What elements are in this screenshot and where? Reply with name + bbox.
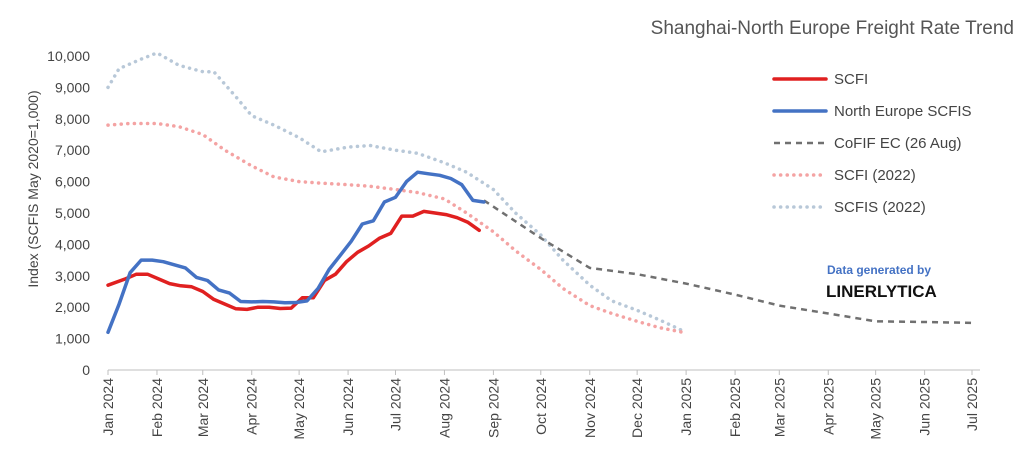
x-axis-ticks: Jan 2024 Feb 2024 Mar 2024 Apr 2024 May 2024… [100,370,980,439]
x-tick-label: Mar 2024 [195,378,211,437]
y-tick-label: 7,000 [55,142,90,158]
x-tick-label: Feb 2025 [727,378,743,437]
series-lines [106,51,973,335]
y-tick-label: 10,000 [47,48,90,64]
y-axis-label: Index (SCFIS May 2020=1,000) [25,90,41,287]
x-tick-label: Apr 2025 [820,378,836,435]
x-tick-label: Jun 2024 [340,378,356,436]
x-tick-label: Jun 2025 [917,378,933,436]
x-tick-label: Jul 2024 [387,378,403,431]
x-tick-label: Dec 2024 [629,378,645,438]
legend-label-scfi-2022: SCFI (2022) [834,167,916,184]
legend-label-scfis-2022: SCFIS (2022) [834,199,926,216]
series-line-north-europe-scfis [106,170,486,335]
y-tick-label: 0 [82,362,90,378]
x-tick-label: Oct 2024 [533,378,549,435]
x-tick-label: Mar 2025 [771,378,787,437]
x-tick-label: Apr 2024 [244,378,260,435]
y-tick-label: 4,000 [55,236,90,252]
y-tick-label: 5,000 [55,205,90,221]
legend: SCFI North Europe SCFIS CoFIF EC (26 Aug) S… [772,71,972,216]
series-line-scfi-2022 [106,121,688,335]
series-line-scfis-2022 [106,51,688,335]
credit-caption: Data generated by [827,263,931,277]
y-tick-label: 8,000 [55,111,90,127]
y-axis-ticks: 0 1,000 2,000 3,000 4,000 5,000 6,000 7,000 8,00… [47,48,90,378]
y-tick-label: 2,000 [55,299,90,315]
x-tick-label: Jan 2024 [100,378,116,436]
x-tick-label: Nov 2024 [582,378,598,438]
legend-label-cofif: CoFIF EC (26 Aug) [834,135,962,152]
chart-title: Shanghai-North Europe Freight Rate Trend [651,18,1014,39]
credit-brand: LINERLYTICA [826,282,937,301]
legend-label-scfi: SCFI [834,71,868,88]
x-tick-label: Sep 2024 [485,378,501,438]
x-tick-label: Feb 2024 [149,378,165,437]
x-tick-label: May 2025 [868,378,884,440]
x-tick-label: Jul 2025 [964,378,980,431]
legend-label-north-europe-scfis: North Europe SCFIS [834,103,972,120]
y-tick-label: 3,000 [55,268,90,284]
y-tick-label: 1,000 [55,331,90,347]
x-tick-label: Jan 2025 [678,378,694,436]
y-tick-label: 9,000 [55,79,90,95]
x-tick-label: May 2024 [291,378,307,440]
series-line-cofif [483,199,973,325]
x-tick-label: Aug 2024 [436,378,452,438]
y-tick-label: 6,000 [55,174,90,190]
